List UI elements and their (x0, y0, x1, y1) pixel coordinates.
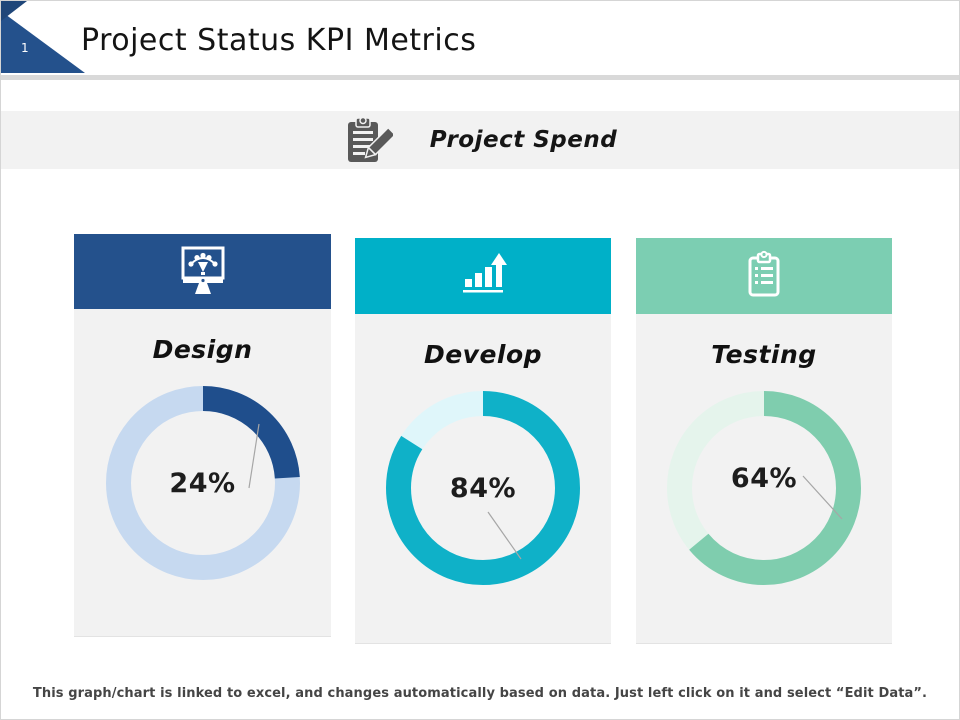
percent-label-design: 24% (169, 467, 236, 499)
corner-accent-shape: 1 (1, 1, 85, 73)
card-header-testing (636, 238, 892, 314)
header-divider (1, 75, 959, 80)
card-header-develop (355, 238, 611, 314)
card-title-testing: Testing (711, 340, 817, 369)
slide-number: 1 (21, 41, 29, 55)
donut-chart-develop[interactable]: 84% (386, 391, 580, 585)
corner-triangle-small (1, 1, 27, 21)
percent-label-develop: 84% (449, 472, 517, 504)
clipboard-checklist-icon (743, 250, 785, 302)
bar-chart-up-arrow-icon (458, 251, 508, 301)
donut-chart-design[interactable]: 24% (105, 386, 300, 580)
donut-chart-testing[interactable]: 64% (667, 391, 861, 585)
card-title-design: Design (152, 335, 253, 364)
section-title: Project Spend (429, 127, 618, 153)
card-title-develop: Develop (423, 340, 543, 369)
kpi-card-design: Design 24% (74, 234, 331, 637)
card-header-design (74, 234, 331, 309)
page-title: Project Status KPI Metrics (81, 23, 477, 58)
clipboard-pencil-icon (343, 116, 393, 164)
footer-note: This graph/chart is linked to excel, and… (32, 686, 928, 701)
monitor-pen-tool-icon (174, 244, 232, 300)
section-band: Project Spend (1, 111, 959, 169)
slide-header: 1 Project Status KPI Metrics (1, 1, 959, 75)
percent-label-testing: 64% (730, 463, 798, 494)
kpi-card-develop: Develop 84% (355, 238, 611, 644)
kpi-card-testing: Testing 64% (636, 238, 892, 644)
corner-triangle (1, 11, 85, 73)
